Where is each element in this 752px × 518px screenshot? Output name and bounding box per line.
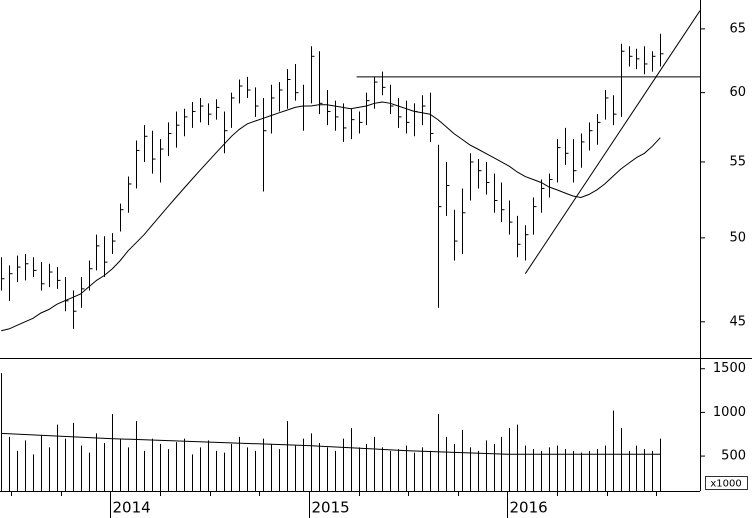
volume-tick-label: 1500 — [713, 361, 746, 376]
y-tick-label: 60 — [729, 85, 746, 100]
x-tick-label: 2015 — [312, 499, 350, 517]
y-tick-label: 50 — [729, 230, 746, 245]
x-tick-label: 2014 — [113, 499, 151, 517]
y-tick-label: 55 — [729, 154, 746, 169]
moving-average — [1, 101, 661, 332]
trend-line — [524, 10, 701, 274]
volume-tick-label: 500 — [721, 449, 746, 464]
y-tick-label: 65 — [729, 21, 746, 36]
volume-tick-label: 1000 — [713, 405, 746, 420]
x-tick-label: 2016 — [510, 499, 548, 517]
volume-moving-average — [1, 432, 661, 455]
y-tick-label: 45 — [729, 314, 746, 329]
volume-unit: x1000 — [710, 479, 741, 490]
unit-box — [705, 476, 748, 490]
